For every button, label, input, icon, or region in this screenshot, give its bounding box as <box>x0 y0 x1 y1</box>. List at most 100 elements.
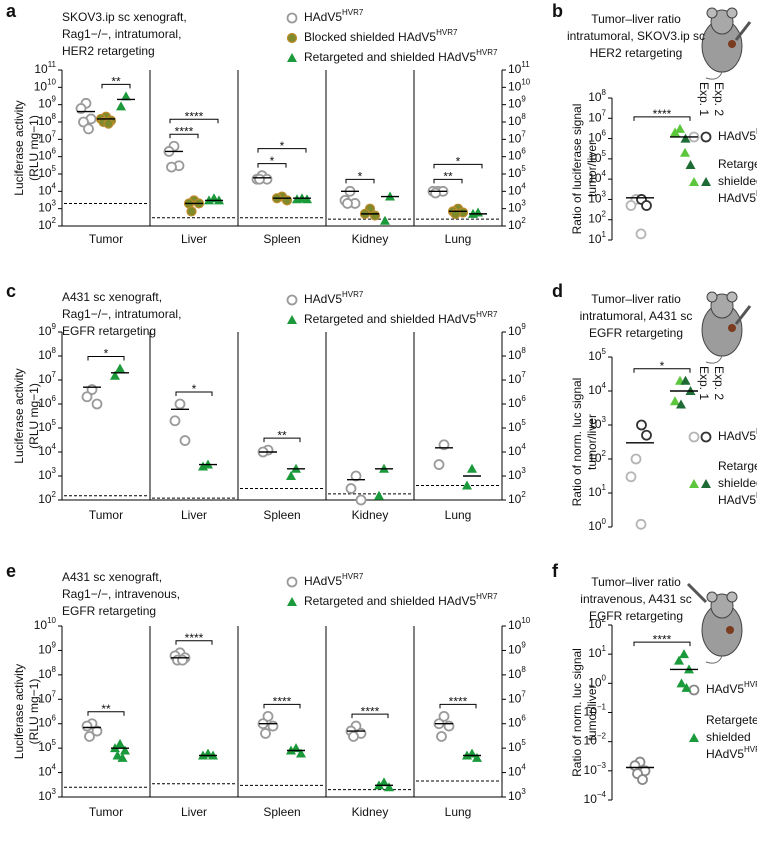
y-tick-label: 109 <box>508 641 526 657</box>
x-tick-label: Spleen <box>263 232 300 246</box>
data-point <box>348 731 359 742</box>
y-tick-label: 106 <box>508 147 526 163</box>
y-tick-label: 104 <box>38 763 56 779</box>
y-tick-label: 108 <box>588 88 606 104</box>
data-point <box>685 159 696 169</box>
legend-label-sup: HVR7 <box>744 745 757 754</box>
legend-marker <box>700 131 712 143</box>
data-point <box>81 391 93 403</box>
y-tick-label: 103 <box>588 190 606 206</box>
legend-label-main: Blocked shielded HAdV5 <box>304 30 436 44</box>
data-point <box>198 461 208 471</box>
y-axis-label: (RLU mg−1) <box>27 383 41 449</box>
y-tick-label: 106 <box>38 714 56 730</box>
y-tick-base: 10 <box>508 618 522 632</box>
data-point <box>438 710 450 722</box>
y-tick-base: 10 <box>588 646 602 660</box>
legend-label: HAdV5HVR7 <box>304 572 364 588</box>
legend-label: shielded <box>718 476 757 490</box>
mouse-illustration <box>701 291 752 364</box>
significance-bracket <box>263 437 301 443</box>
data-point <box>384 782 394 792</box>
data-point <box>369 210 381 221</box>
legend-marker <box>287 53 297 62</box>
legend-label-sup: HVR7 <box>342 572 364 581</box>
y-tick-label: 10−4 <box>584 790 607 806</box>
significance-label: **** <box>361 704 380 718</box>
significance-label: **** <box>185 631 204 645</box>
y-tick-label: 1010 <box>34 77 57 93</box>
y-tick-exp: 4 <box>602 169 607 178</box>
y-tick-exp: 9 <box>521 95 526 104</box>
chart-title: EGFR retargeting <box>62 324 156 338</box>
y-tick-label: 107 <box>508 129 526 145</box>
data-point <box>166 161 177 173</box>
data-point <box>681 682 692 692</box>
y-tick-label: 107 <box>38 129 56 145</box>
y-tick-base: 10 <box>588 349 602 363</box>
data-point <box>380 215 390 225</box>
y-tick-label: 109 <box>508 95 526 111</box>
y-tick-label: 102 <box>588 210 606 226</box>
legend-label-main: HAdV5 <box>304 10 342 24</box>
data-point <box>670 127 680 137</box>
y-tick-exp: 5 <box>602 149 607 158</box>
data-point <box>262 710 274 722</box>
significance-label: ** <box>277 428 287 442</box>
data-point <box>91 725 103 737</box>
y-tick-exp: 3 <box>52 787 57 796</box>
y-tick-base: 10 <box>38 114 52 128</box>
y-tick-exp: 5 <box>521 738 526 747</box>
legend-label: Blocked shielded HAdV5HVR7 <box>304 28 458 44</box>
y-tick-exp: 2 <box>521 216 526 225</box>
data-point <box>680 133 691 143</box>
chart-title: EGFR retargeting <box>589 609 683 623</box>
y-tick-base: 10 <box>588 383 602 397</box>
chart-title: intratumoral, A431 sc <box>580 309 693 323</box>
legend-label: Retargeted <box>718 459 757 473</box>
data-point <box>254 173 265 185</box>
y-tick-label: 105 <box>508 738 526 754</box>
data-point <box>296 748 306 758</box>
y-tick-label: 101 <box>588 483 606 499</box>
legend-label: Retargeted <box>706 713 757 727</box>
y-tick-exp: 3 <box>602 190 607 199</box>
y-tick-exp: 8 <box>521 112 526 121</box>
legend-label: HAdV5HVR7 <box>304 8 364 24</box>
legend-label-main: HAdV5 <box>718 191 756 205</box>
y-tick-base: 10 <box>508 643 522 657</box>
y-tick-label: 104 <box>38 442 56 458</box>
y-tick-label: 1010 <box>508 77 531 93</box>
y-tick-exp: 11 <box>521 60 530 69</box>
y-axis-label: tumor/liver <box>585 414 599 470</box>
experiment-label: Exp. 1 <box>697 82 711 116</box>
y-tick-label: 107 <box>588 108 606 124</box>
data-point <box>625 200 637 211</box>
y-tick-base: 10 <box>588 192 602 206</box>
y-tick-exp: 0 <box>602 673 607 682</box>
y-tick-label: 105 <box>588 347 606 363</box>
y-axis-label: (RLU mg−1) <box>27 115 41 181</box>
x-tick-label: Tumor <box>89 805 123 819</box>
y-tick-exp: 2 <box>52 216 57 225</box>
y-tick-exp: 3 <box>521 787 526 796</box>
mouse-illustration <box>701 7 752 80</box>
significance-bracket <box>263 703 301 709</box>
significance-label: **** <box>175 124 194 138</box>
data-point <box>680 375 691 385</box>
y-axis-label: tumor/liver <box>585 684 599 740</box>
y-tick-label: 100 <box>588 517 606 533</box>
data-point <box>112 750 123 760</box>
y-tick-base: 10 <box>508 396 522 410</box>
legend-label: shielded <box>718 174 757 188</box>
y-tick-base: 10 <box>508 789 522 803</box>
y-tick-base: 10 <box>34 62 48 76</box>
panel-label: e <box>6 561 16 581</box>
legend-label-main: HAdV5 <box>706 747 744 761</box>
y-tick-label: 104 <box>508 763 526 779</box>
y-tick-base: 10 <box>38 372 52 386</box>
significance-label: ** <box>101 702 111 716</box>
y-tick-exp: 4 <box>521 442 526 451</box>
data-point <box>260 728 271 739</box>
y-tick-base: 10 <box>584 763 598 777</box>
